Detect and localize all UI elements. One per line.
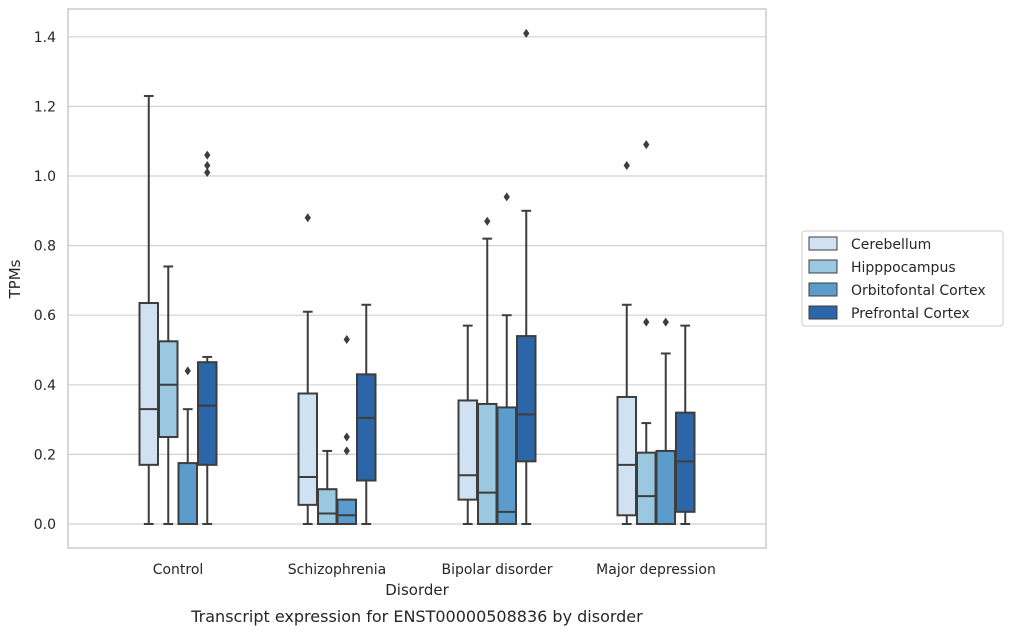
outlier-point — [523, 28, 530, 38]
box-prefrontal-cortex — [197, 150, 218, 525]
legend-label: Orbitofontal Cortex — [851, 283, 986, 299]
plot-frame — [67, 8, 767, 549]
legend-swatch — [808, 259, 838, 274]
box-iqr — [197, 361, 218, 466]
box-iqr — [297, 392, 318, 506]
outlier-point — [662, 317, 669, 327]
box-hipppocampus — [317, 449, 338, 526]
y-tick-label: 1.2 — [34, 99, 56, 115]
box-orbitofontal-cortex — [655, 317, 676, 526]
outlier-point — [204, 150, 211, 160]
y-tick-label: 0.2 — [34, 447, 56, 463]
outlier-point — [343, 446, 350, 456]
y-tick-label: 1.0 — [34, 169, 56, 185]
box-orbitofontal-cortex — [496, 192, 517, 526]
chart-caption: Transcript expression for ENST0000050883… — [190, 607, 643, 626]
x-tick-label: Major depression — [596, 562, 716, 578]
box-iqr — [636, 451, 657, 525]
legend: Cerebellum Hipppocampus Orbitofontal Corte… — [801, 230, 1004, 327]
y-gridlines — [68, 36, 766, 525]
box-cerebellum — [457, 324, 478, 525]
x-tick-label: Bipolar disorder — [441, 562, 552, 578]
box-hipppocampus — [636, 140, 657, 525]
x-axis-ticks: Control Schizophrenia Bipolar disorder Majo… — [153, 562, 716, 578]
outlier-point — [643, 317, 650, 327]
x-tick-label: Schizophrenia — [288, 562, 386, 578]
box-iqr — [516, 335, 537, 463]
legend-label: Prefrontal Cortex — [851, 306, 970, 322]
y-tick-label: 0.6 — [34, 308, 56, 324]
y-tick-label: 0.8 — [34, 239, 56, 255]
outlier-point — [484, 216, 491, 226]
box-iqr — [457, 399, 478, 501]
box-orbitofontal-cortex — [177, 366, 198, 526]
box-iqr — [138, 302, 159, 466]
outlier-point — [643, 140, 650, 150]
box-hipppocampus — [158, 265, 179, 525]
box-cerebellum — [138, 94, 159, 525]
box-iqr — [356, 373, 377, 482]
box-prefrontal-cortex — [516, 28, 537, 525]
box-cerebellum — [297, 213, 318, 525]
outlier-point — [184, 366, 191, 376]
box-prefrontal-cortex — [356, 303, 377, 525]
legend-swatch — [808, 305, 838, 320]
box-plot-marks — [138, 28, 696, 526]
outlier-point — [304, 213, 311, 223]
box-iqr — [336, 498, 357, 526]
legend-label: Cerebellum — [851, 237, 931, 253]
box-iqr — [317, 488, 338, 526]
y-tick-label: 1.4 — [34, 30, 56, 46]
legend-label: Hipppocampus — [851, 260, 956, 276]
y-tick-label: 0.4 — [34, 378, 56, 394]
x-axis-label: Disorder — [385, 581, 449, 599]
box-prefrontal-cortex — [675, 324, 696, 525]
box-iqr — [655, 449, 676, 526]
outlier-point — [204, 168, 211, 178]
box-iqr — [616, 395, 637, 517]
box-orbitofontal-cortex — [336, 335, 357, 526]
outlier-point — [503, 192, 510, 202]
outlier-point — [204, 161, 211, 171]
y-axis-ticks: 0.0 0.2 0.4 0.6 0.8 1.0 1.2 1.4 — [34, 30, 56, 533]
legend-swatch — [808, 236, 838, 251]
box-iqr — [158, 340, 179, 438]
box-iqr — [477, 402, 498, 525]
outlier-point — [343, 432, 350, 442]
y-axis-label: TPMs — [6, 259, 24, 299]
box-iqr — [177, 462, 198, 526]
box-hipppocampus — [477, 216, 498, 525]
box-cerebellum — [616, 161, 637, 525]
x-tick-label: Control — [153, 562, 204, 578]
legend-swatch — [808, 282, 838, 297]
outlier-point — [623, 161, 630, 171]
legend-frame — [801, 230, 1004, 327]
y-tick-label: 0.0 — [34, 517, 56, 533]
outlier-point — [343, 335, 350, 345]
box-iqr — [496, 406, 517, 526]
